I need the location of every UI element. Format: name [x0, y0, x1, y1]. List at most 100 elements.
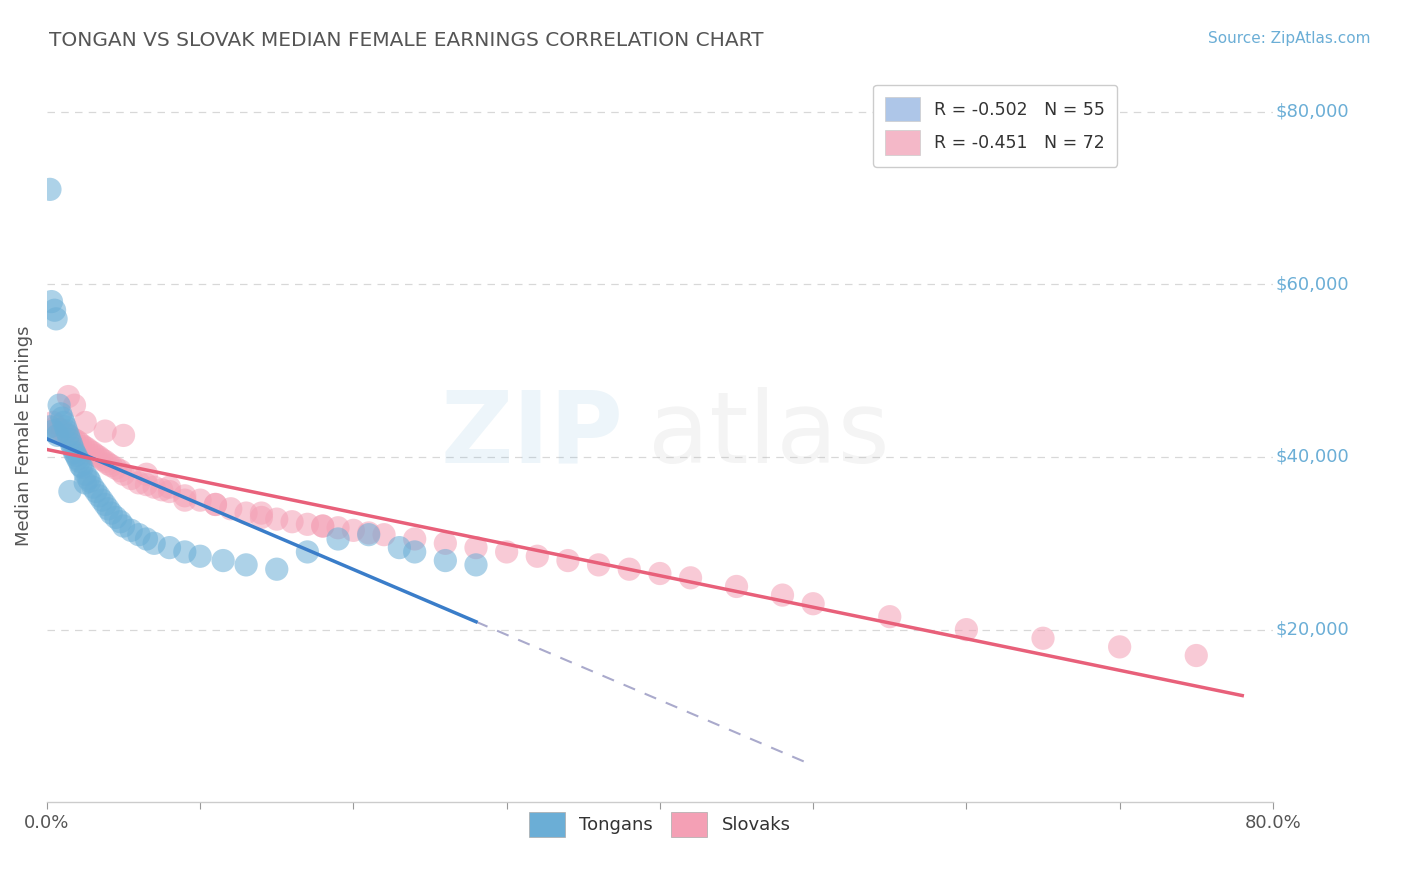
Point [465, 558, 488, 572]
Point [648, 566, 671, 581]
Point [173, 493, 195, 508]
Point [84, 448, 107, 462]
Point [69, 458, 91, 473]
Point [725, 579, 748, 593]
Point [79, 444, 101, 458]
Point [250, 506, 273, 520]
Point [63, 433, 86, 447]
Point [281, 515, 304, 529]
Point [91, 452, 114, 467]
Point [495, 545, 517, 559]
Point [112, 428, 135, 442]
Point [188, 549, 211, 564]
Point [41, 294, 63, 309]
Point [465, 541, 488, 555]
Point [58, 428, 80, 442]
Point [326, 521, 349, 535]
Point [56, 424, 79, 438]
Point [79, 474, 101, 488]
Text: $80,000: $80,000 [1275, 103, 1348, 120]
Point [75, 467, 97, 482]
Point [373, 527, 395, 541]
Point [69, 437, 91, 451]
Point [66, 434, 89, 449]
Point [62, 442, 84, 456]
Point [212, 553, 235, 567]
Point [150, 483, 173, 497]
Point [619, 562, 641, 576]
Point [143, 480, 166, 494]
Point [97, 457, 120, 471]
Legend: Tongans, Slovaks: Tongans, Slovaks [522, 805, 799, 845]
Point [97, 501, 120, 516]
Point [204, 498, 226, 512]
Point [388, 541, 411, 555]
Point [557, 553, 579, 567]
Point [173, 545, 195, 559]
Point [879, 609, 901, 624]
Point [94, 498, 117, 512]
Point [45, 311, 67, 326]
Point [204, 498, 226, 512]
Point [120, 524, 142, 538]
Point [128, 475, 150, 490]
Point [60, 437, 83, 451]
Text: Source: ZipAtlas.com: Source: ZipAtlas.com [1208, 31, 1371, 46]
Point [87, 489, 110, 503]
Text: $20,000: $20,000 [1275, 621, 1350, 639]
Point [77, 471, 100, 485]
Point [104, 510, 127, 524]
Point [135, 467, 157, 482]
Point [1185, 648, 1208, 663]
Point [404, 545, 426, 559]
Point [67, 454, 90, 468]
Point [326, 532, 349, 546]
Point [357, 525, 380, 540]
Point [250, 510, 273, 524]
Point [772, 588, 794, 602]
Point [100, 506, 122, 520]
Point [53, 419, 76, 434]
Point [45, 419, 67, 434]
Y-axis label: Median Female Earnings: Median Female Earnings [15, 326, 32, 546]
Point [75, 416, 97, 430]
Point [58, 428, 80, 442]
Point [82, 445, 104, 459]
Point [94, 454, 117, 468]
Point [266, 562, 288, 576]
Point [46, 428, 69, 442]
Point [48, 398, 70, 412]
Point [84, 484, 107, 499]
Point [434, 553, 457, 567]
Point [235, 506, 257, 520]
Point [76, 442, 98, 456]
Text: atlas: atlas [648, 387, 889, 483]
Text: TONGAN VS SLOVAK MEDIAN FEMALE EARNINGS CORRELATION CHART: TONGAN VS SLOVAK MEDIAN FEMALE EARNINGS … [49, 31, 763, 50]
Point [94, 424, 117, 438]
Point [312, 519, 335, 533]
Point [52, 416, 75, 430]
Point [297, 517, 319, 532]
Point [91, 493, 114, 508]
Point [51, 411, 73, 425]
Point [58, 390, 80, 404]
Point [112, 519, 135, 533]
Point [159, 484, 181, 499]
Point [100, 458, 122, 473]
Point [59, 484, 82, 499]
Point [110, 515, 132, 529]
Point [42, 424, 65, 438]
Point [51, 424, 73, 438]
Text: $40,000: $40,000 [1275, 448, 1350, 466]
Point [66, 451, 89, 466]
Point [135, 532, 157, 546]
Point [42, 416, 65, 430]
Point [297, 545, 319, 559]
Point [266, 512, 288, 526]
Point [219, 501, 242, 516]
Point [104, 461, 127, 475]
Point [73, 440, 96, 454]
Point [342, 524, 364, 538]
Point [53, 425, 76, 440]
Point [128, 527, 150, 541]
